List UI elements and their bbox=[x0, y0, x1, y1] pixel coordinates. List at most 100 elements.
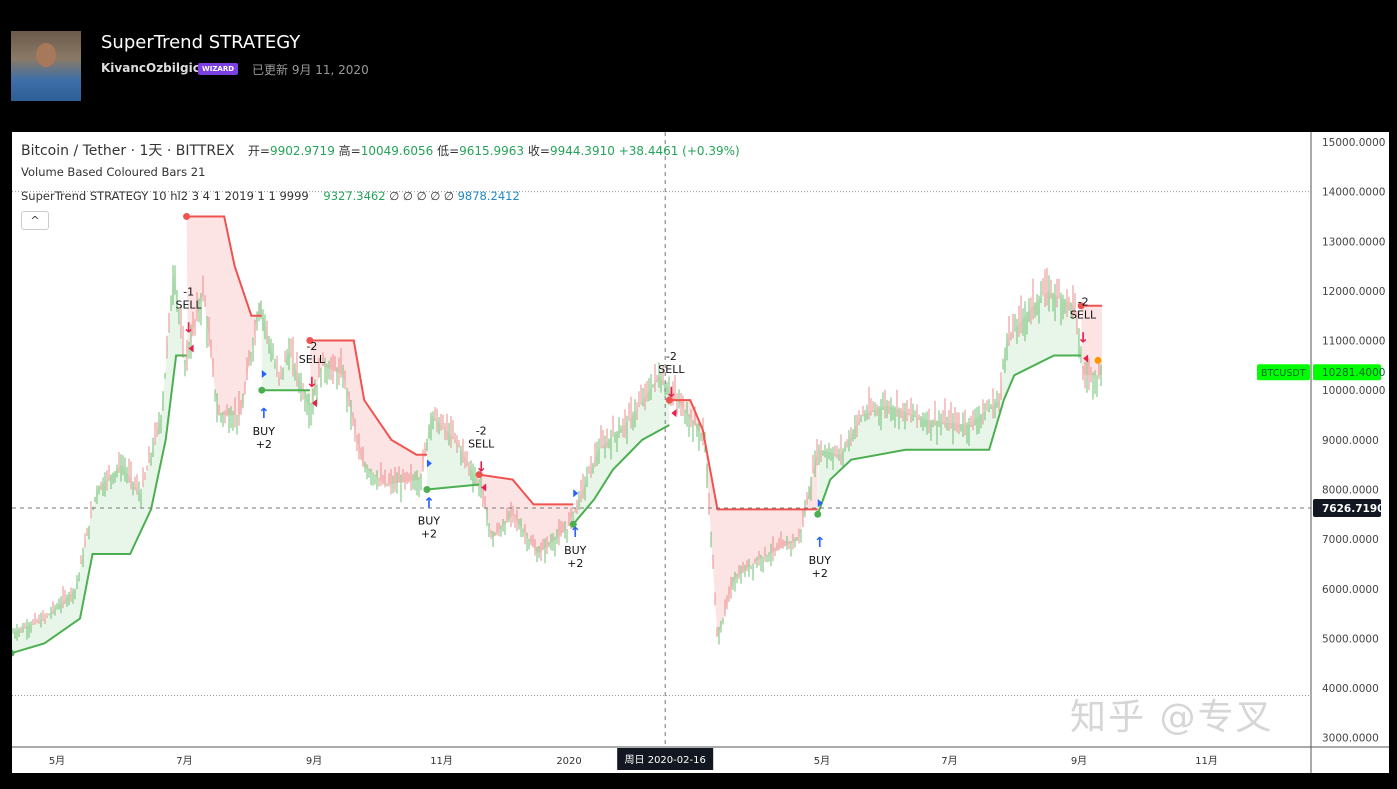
price-tick-label: 15000.0000 bbox=[1322, 137, 1385, 149]
buy-label: BUY bbox=[418, 514, 441, 527]
supertrend-up-line bbox=[12, 354, 187, 655]
supertrend-down-line bbox=[479, 473, 574, 506]
indicator-volume-bars[interactable]: Volume Based Coloured Bars 21 bbox=[21, 165, 206, 179]
buy-arrow-icon: ↑ bbox=[423, 495, 435, 511]
sell-arrow-icon: ↓ bbox=[183, 321, 195, 337]
entry-marker-icon bbox=[817, 499, 823, 508]
supertrend-up-line bbox=[426, 483, 480, 491]
trend-change-dot bbox=[569, 520, 577, 528]
supertrend-down-line bbox=[186, 215, 262, 317]
open-label: 开= bbox=[247, 144, 270, 158]
price-chart[interactable]: -1SELL↓BUY+2↑-2SELL↓BUY+2↑-2SELL↓BUY+2↑-… bbox=[12, 132, 1389, 773]
supertrend-fill bbox=[573, 375, 670, 525]
trend-change-dot bbox=[258, 386, 266, 394]
sell-label: -2 bbox=[306, 340, 317, 353]
sell-label: -2 bbox=[476, 425, 487, 438]
price-tick-label: 14000.0000 bbox=[1322, 187, 1385, 199]
buy-arrow-icon: ↑ bbox=[814, 535, 826, 551]
sell-label: SELL bbox=[1070, 308, 1097, 321]
supertrend-up-line bbox=[816, 354, 1082, 515]
buy-label: +2 bbox=[812, 567, 828, 580]
buy-label: +2 bbox=[421, 527, 437, 540]
symbol-legend: Bitcoin / Tether · 1天 · BITTREX 开=9902.9… bbox=[21, 140, 740, 160]
time-tick-label: 2020 bbox=[556, 756, 581, 767]
exit-marker-icon bbox=[311, 399, 317, 408]
entry-marker-icon bbox=[573, 489, 579, 498]
trend-change-dot bbox=[183, 212, 191, 220]
script-title: SuperTrend STRATEGY bbox=[101, 32, 301, 53]
price-tick-label: 4000.0000 bbox=[1322, 683, 1379, 695]
sell-label: -2 bbox=[666, 350, 677, 363]
trend-change-dot bbox=[306, 337, 314, 345]
trend-change-dot bbox=[814, 510, 822, 518]
trend-change-dot bbox=[475, 471, 483, 479]
sell-arrow-icon: ↓ bbox=[475, 460, 487, 476]
sell-arrow-icon: ↓ bbox=[306, 375, 318, 391]
low-value: 9615.9963 bbox=[459, 144, 525, 158]
watermark: 知乎 @专叉 bbox=[1070, 697, 1274, 738]
sell-label: -2 bbox=[1078, 295, 1089, 308]
supertrend-fill bbox=[186, 216, 262, 416]
time-tick-label: 7月 bbox=[176, 755, 192, 767]
supertrend-fill bbox=[12, 271, 187, 654]
trend-change-dot bbox=[665, 396, 673, 404]
time-tick-label: 11月 bbox=[430, 755, 453, 767]
price-tick-label: 10000.0000 bbox=[1322, 385, 1385, 397]
supertrend-fill bbox=[426, 415, 480, 490]
entry-marker-icon bbox=[261, 370, 267, 379]
trend-change-dot bbox=[12, 649, 15, 657]
sell-arrow-icon: ↓ bbox=[1077, 330, 1089, 346]
buy-label: +2 bbox=[256, 438, 272, 451]
supertrend-down-value: 9878.2412 bbox=[457, 189, 520, 203]
supertrend-fill bbox=[669, 390, 818, 638]
sell-label: SELL bbox=[299, 353, 326, 366]
indicator-supertrend[interactable]: SuperTrend STRATEGY 10 hl2 3 4 1 2019 1 … bbox=[21, 189, 520, 203]
supertrend-down-line bbox=[669, 399, 818, 511]
supertrend-down-line bbox=[309, 339, 427, 456]
price-tick-label: 11000.0000 bbox=[1322, 336, 1385, 348]
price-tick-label: 8000.0000 bbox=[1322, 484, 1379, 496]
price-tick-label: 9000.0000 bbox=[1322, 435, 1379, 447]
supertrend-fill bbox=[309, 340, 427, 485]
time-tick-label: 7月 bbox=[941, 755, 957, 767]
entry-marker-icon bbox=[426, 459, 432, 468]
indicator-name: SuperTrend STRATEGY 10 hl2 3 4 1 2019 1 … bbox=[21, 189, 309, 203]
high-label: 高= bbox=[338, 144, 361, 158]
sell-label: SELL bbox=[658, 363, 685, 376]
time-tick-label: 5月 bbox=[814, 755, 830, 767]
exit-marker-icon bbox=[1083, 354, 1089, 363]
exit-marker-icon bbox=[481, 483, 487, 492]
collapse-legend-button[interactable]: ^ bbox=[21, 211, 49, 230]
price-tick-label: 7000.0000 bbox=[1322, 534, 1379, 546]
symbol-tag-box bbox=[1257, 364, 1310, 381]
exit-marker-icon bbox=[188, 344, 194, 353]
trend-change-dot bbox=[1077, 302, 1085, 310]
crosshair-date-box bbox=[617, 748, 714, 770]
price-tick-label: 6000.0000 bbox=[1322, 584, 1379, 596]
supertrend-fill bbox=[479, 474, 574, 554]
crosshair-date-label: 周日 2020-02-16 bbox=[625, 754, 706, 766]
buy-label: BUY bbox=[809, 554, 832, 567]
sell-label: SELL bbox=[468, 438, 495, 451]
close-label: 收= bbox=[527, 144, 550, 158]
crosshair-price-box bbox=[1313, 499, 1381, 518]
chart-panel[interactable]: -1 SELL ↓ BUY +2 ↑ -2 SELL ↓ BUY +2 ↑ -2 SELL ↓ BUY +2 ↑ -… bbox=[12, 132, 1389, 773]
buy-arrow-icon: ↑ bbox=[569, 525, 581, 541]
price-tick-label: 13000.0000 bbox=[1322, 236, 1385, 248]
buy-label: BUY bbox=[564, 544, 587, 557]
author-avatar[interactable] bbox=[11, 31, 81, 101]
high-value: 10049.6056 bbox=[360, 144, 434, 158]
crosshair-price-label: 7626.7190 bbox=[1322, 503, 1384, 515]
time-tick-label: 9月 bbox=[1071, 755, 1087, 767]
supertrend-fill bbox=[817, 291, 1082, 515]
supertrend-fill bbox=[261, 309, 310, 411]
sell-label: -1 bbox=[183, 286, 194, 299]
time-tick-label: 11月 bbox=[1195, 755, 1218, 767]
sell-label: SELL bbox=[175, 299, 202, 312]
buy-label: BUY bbox=[253, 425, 276, 438]
supertrend-up-value: 9327.3462 bbox=[323, 189, 386, 203]
author-name[interactable]: KivancOzbilgic bbox=[101, 61, 200, 75]
buy-arrow-icon: ↑ bbox=[258, 406, 270, 422]
price-tick-label: 3000.0000 bbox=[1322, 733, 1379, 745]
change-value: +38.4461 (+0.39%) bbox=[618, 144, 740, 158]
